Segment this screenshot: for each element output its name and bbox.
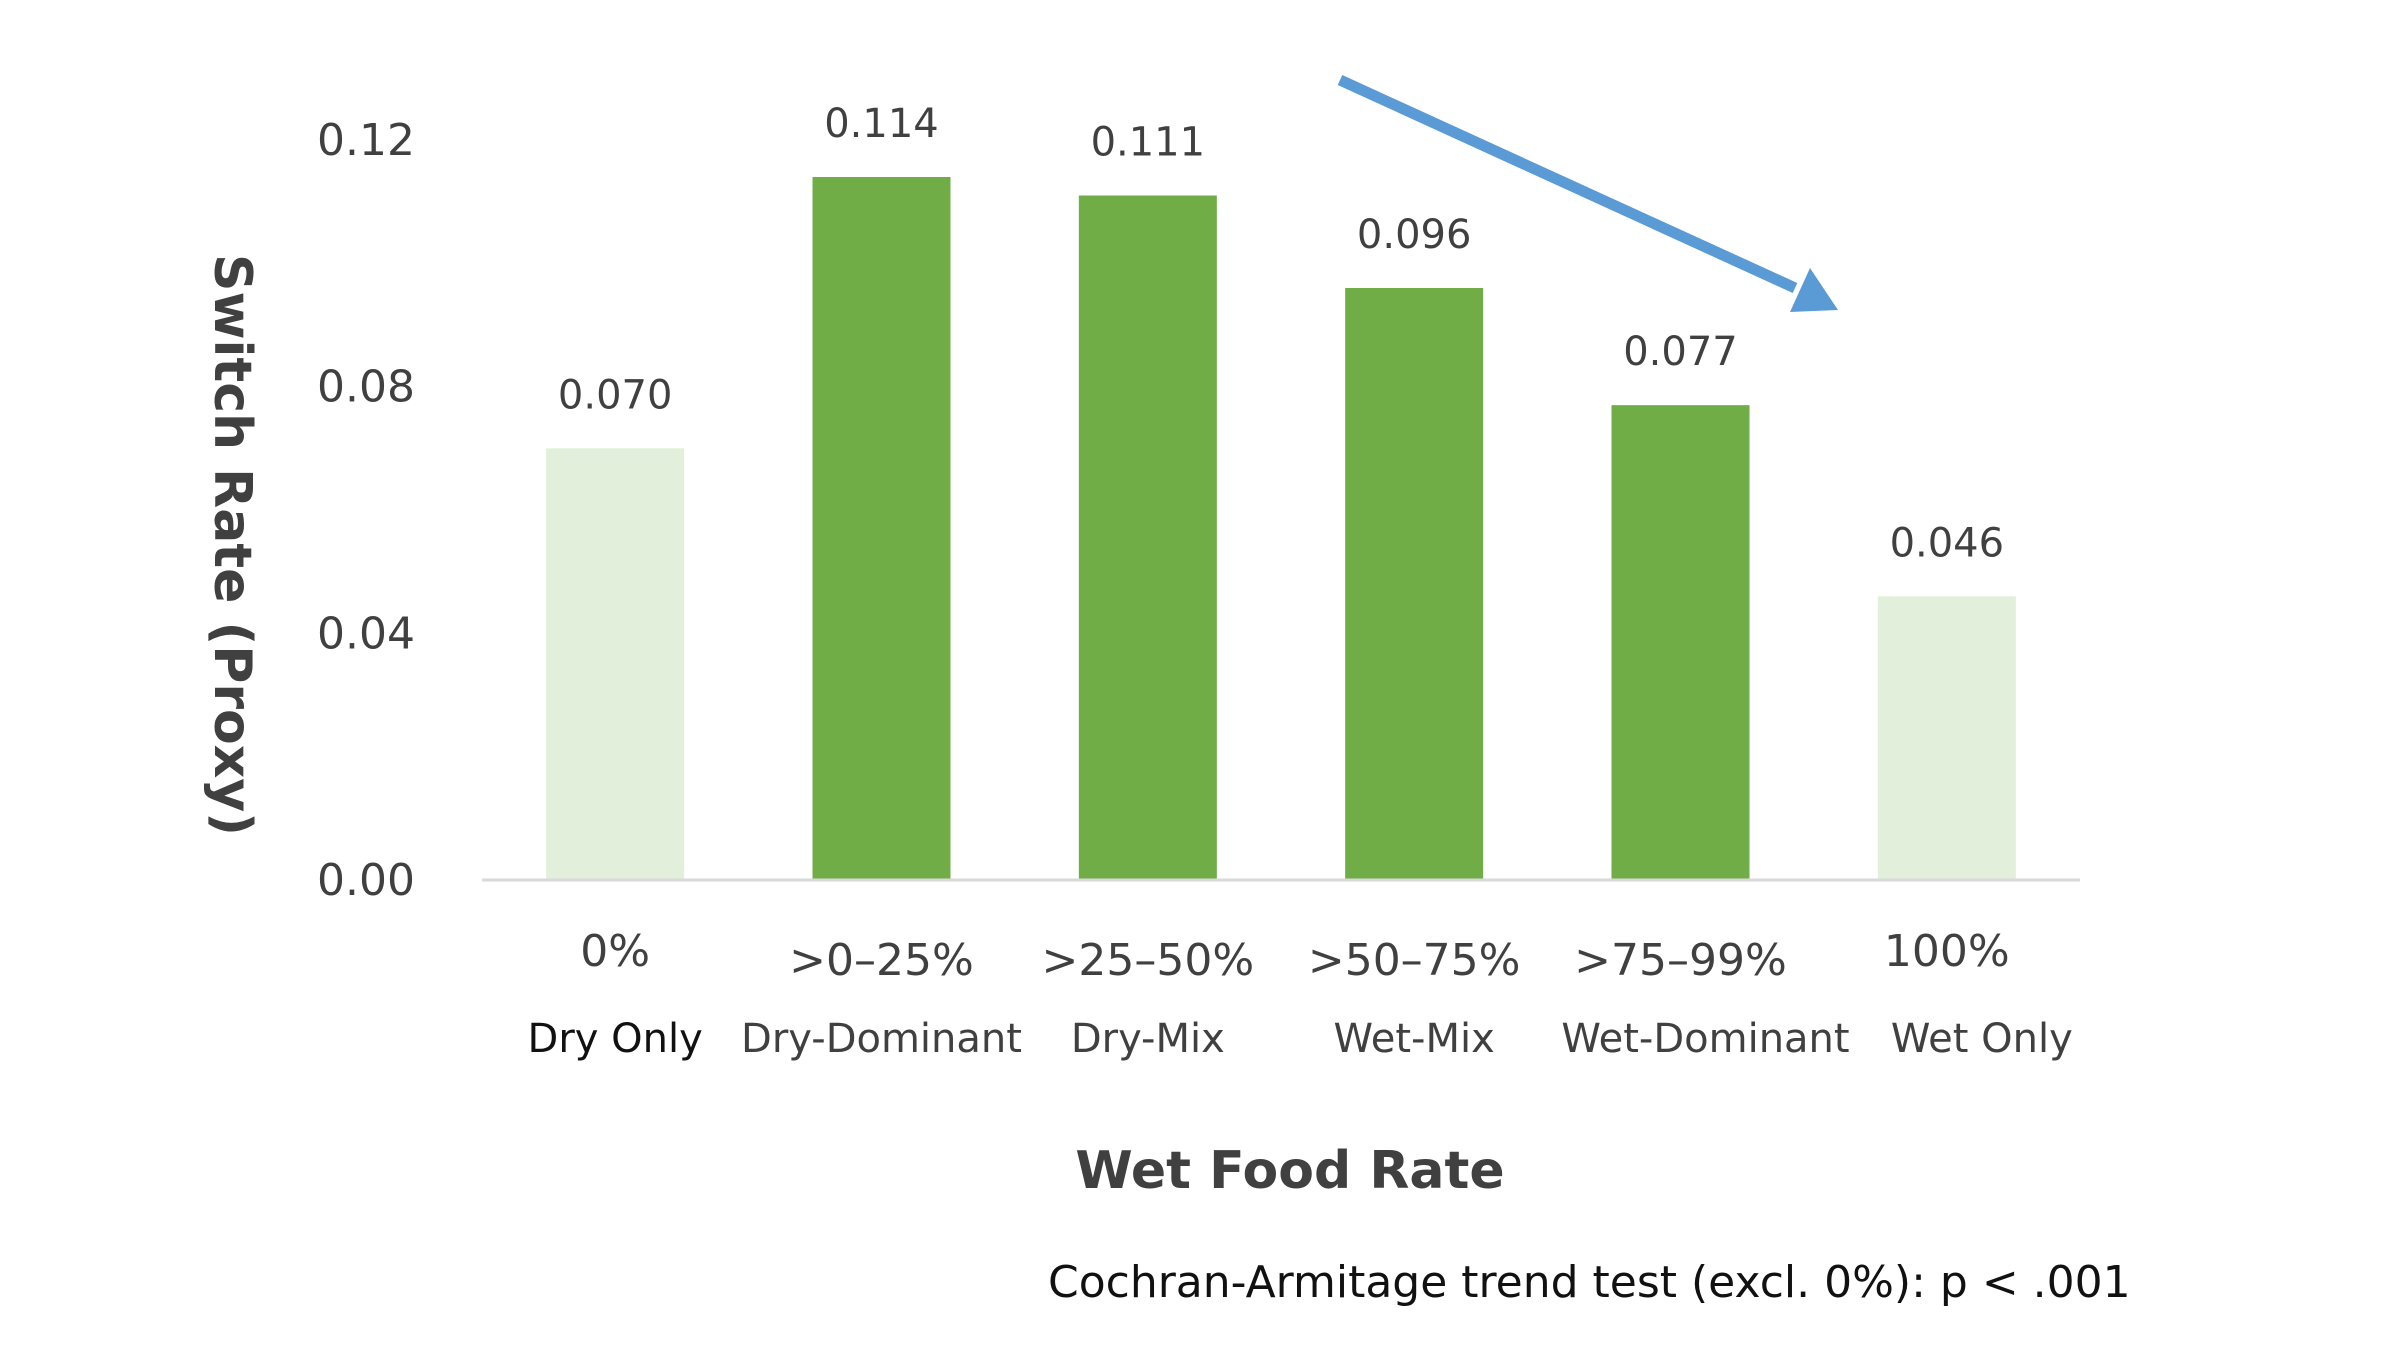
x-group-label: Wet-Dominant	[1561, 1016, 1849, 1062]
x-tick-label: >0–25%	[789, 935, 974, 986]
bar	[1612, 405, 1750, 880]
y-tick-label: 0.04	[317, 608, 415, 659]
bar	[546, 448, 684, 880]
x-group-label: Dry Only	[528, 1016, 703, 1062]
bar	[1345, 288, 1483, 880]
data-labels: 0.070 0.114 0.111 0.096 0.077 0.046	[558, 101, 2004, 566]
x-group-label: Dry-Mix	[1071, 1016, 1225, 1062]
bar-value-label: 0.046	[1890, 520, 2005, 566]
x-tick-label: 100%	[1884, 926, 2010, 977]
y-tick-label: 0.08	[317, 362, 415, 413]
bar-value-label: 0.111	[1091, 120, 1206, 166]
x-axis-title: Wet Food Rate	[1075, 1141, 1504, 1201]
trend-arrow-head	[1790, 268, 1838, 312]
x-group-label: Dry-Dominant	[741, 1016, 1022, 1062]
y-axis-ticks: 0.00 0.04 0.08 0.12	[317, 115, 415, 906]
bar-value-label: 0.096	[1357, 212, 1472, 258]
x-tick-label: >75–99%	[1574, 935, 1787, 986]
x-tick-label: 0%	[580, 926, 650, 977]
bar-value-label: 0.114	[824, 101, 939, 147]
x-group-label: Wet Only	[1891, 1016, 2073, 1062]
y-tick-label: 0.00	[317, 855, 415, 906]
bar-value-label: 0.077	[1623, 329, 1738, 375]
x-axis-category-labels: 0% >0–25% >25–50% >50–75% >75–99% 100%	[580, 926, 2009, 986]
bar	[813, 177, 951, 880]
x-group-label: Wet-Mix	[1334, 1016, 1495, 1062]
x-tick-label: >50–75%	[1308, 935, 1521, 986]
bar	[1878, 596, 2016, 880]
x-axis-group-labels: Dry Only Dry-Dominant Dry-Mix Wet-Mix Wet-Do…	[528, 1016, 2073, 1062]
trend-arrow	[1340, 80, 1838, 312]
x-tick-label: >25–50%	[1042, 935, 1255, 986]
bar	[1079, 196, 1217, 881]
y-axis-title: Switch Rate (Proxy)	[202, 254, 262, 836]
y-tick-label: 0.12	[317, 115, 415, 166]
bar-value-label: 0.070	[558, 372, 673, 418]
trend-test-footnote: Cochran-Armitage trend test (excl. 0%): …	[1048, 1257, 2131, 1308]
